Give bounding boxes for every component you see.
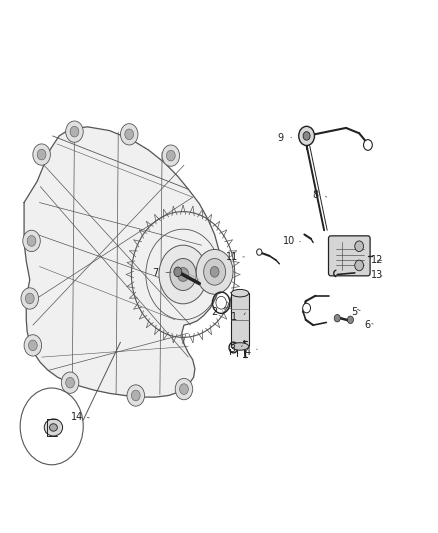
- Text: 10: 10: [283, 236, 295, 246]
- Circle shape: [334, 314, 340, 322]
- Text: 12: 12: [371, 255, 383, 265]
- Circle shape: [66, 377, 74, 388]
- Text: 2: 2: [212, 307, 218, 317]
- Circle shape: [196, 249, 233, 294]
- Circle shape: [204, 259, 226, 285]
- Polygon shape: [24, 127, 221, 397]
- Circle shape: [28, 340, 37, 351]
- Text: 7: 7: [152, 268, 159, 278]
- Circle shape: [303, 132, 310, 140]
- Circle shape: [355, 260, 364, 271]
- Circle shape: [210, 266, 219, 277]
- Circle shape: [162, 145, 180, 166]
- Circle shape: [21, 288, 39, 309]
- Ellipse shape: [44, 419, 63, 436]
- Circle shape: [70, 126, 79, 137]
- Text: 4: 4: [244, 347, 251, 357]
- Text: 5: 5: [352, 307, 358, 317]
- Circle shape: [303, 303, 311, 313]
- Circle shape: [120, 124, 138, 145]
- Circle shape: [37, 149, 46, 160]
- Circle shape: [347, 316, 353, 324]
- Circle shape: [159, 245, 207, 304]
- Circle shape: [127, 385, 145, 406]
- Circle shape: [27, 236, 36, 246]
- Text: 11: 11: [226, 252, 238, 262]
- Text: 14: 14: [71, 412, 83, 422]
- Text: 1: 1: [231, 312, 237, 322]
- Ellipse shape: [231, 343, 249, 350]
- Circle shape: [180, 384, 188, 394]
- Circle shape: [166, 150, 175, 161]
- Circle shape: [299, 126, 314, 146]
- FancyBboxPatch shape: [328, 236, 370, 276]
- Circle shape: [23, 230, 40, 252]
- Ellipse shape: [49, 424, 57, 431]
- Circle shape: [175, 378, 193, 400]
- Circle shape: [131, 390, 140, 401]
- Circle shape: [66, 121, 83, 142]
- Text: 8: 8: [312, 190, 318, 199]
- Circle shape: [174, 267, 182, 277]
- Circle shape: [177, 268, 189, 281]
- Circle shape: [125, 129, 134, 140]
- Circle shape: [24, 335, 42, 356]
- Circle shape: [355, 241, 364, 252]
- Circle shape: [20, 388, 83, 465]
- Circle shape: [364, 140, 372, 150]
- Circle shape: [170, 259, 196, 290]
- Ellipse shape: [231, 289, 249, 297]
- Text: 6: 6: [365, 320, 371, 330]
- Circle shape: [257, 249, 262, 255]
- FancyBboxPatch shape: [231, 293, 249, 346]
- Circle shape: [25, 293, 34, 304]
- Text: 3: 3: [229, 344, 235, 354]
- Text: 13: 13: [371, 270, 383, 280]
- Text: 9: 9: [277, 133, 283, 142]
- Circle shape: [33, 144, 50, 165]
- Circle shape: [61, 372, 79, 393]
